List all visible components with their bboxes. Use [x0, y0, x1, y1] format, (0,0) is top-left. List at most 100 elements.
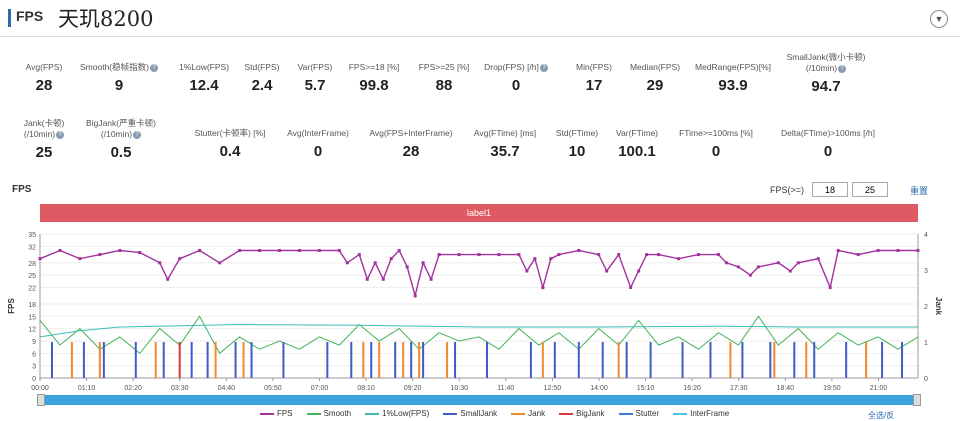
fps-point: [637, 269, 641, 273]
legend-item[interactable]: Smooth: [306, 409, 351, 418]
legend-item[interactable]: Stutter: [618, 409, 659, 418]
legend-swatch: [306, 412, 321, 415]
fps-point: [457, 253, 461, 257]
y2-tick-label: 1: [924, 340, 928, 347]
time-range-scrollbar[interactable]: [37, 394, 921, 406]
series-smooth: [39, 315, 919, 355]
metric-value: 93.9: [718, 77, 748, 94]
select-all-link[interactable]: 全选/反: [868, 411, 895, 420]
scroll-handle-right[interactable]: [913, 394, 921, 406]
chart-legend: FPS Smooth 1%Low(FPS) SmallJank Jank BigJank S…: [260, 409, 743, 418]
metric-label: Smooth(稳帧指数)?: [59, 62, 179, 73]
legend-label: InterFrame: [690, 409, 730, 418]
metric-label: 1%Low(FPS): [178, 62, 230, 72]
chart-title: FPS: [12, 184, 32, 195]
y-tick-label: 18: [28, 302, 36, 309]
metric-value: 0: [711, 143, 721, 160]
y-tick-label: 0: [32, 376, 36, 383]
metric-label: Var(FTime): [615, 128, 659, 138]
fps-point: [317, 248, 321, 252]
fps-point: [617, 253, 621, 257]
fps-point: [357, 253, 361, 257]
metric-value: 28: [402, 143, 420, 160]
scroll-handle-left[interactable]: [37, 394, 45, 406]
fps-point: [597, 253, 601, 257]
metric-value: 0: [823, 143, 833, 160]
fps-point: [413, 294, 417, 298]
legend-swatch: [618, 412, 633, 415]
fps-filter-low-input[interactable]: [812, 182, 848, 197]
y-axis-title: FPS: [7, 298, 16, 314]
metric-value: 100.1: [618, 143, 656, 160]
fps-point: [238, 248, 242, 252]
metric-item: Avg(FPS+InterFrame) 28: [351, 128, 471, 160]
fps-point: [916, 248, 920, 252]
label-band[interactable]: label1: [40, 204, 918, 222]
fps-point: [856, 253, 860, 257]
metric-label: Delta(FTime)>100ms [/h]: [781, 128, 875, 138]
x-tick-label: 16:20: [683, 385, 701, 392]
metric-item: Std(FPS) 2.4: [202, 62, 322, 94]
x-tick-label: 00:00: [31, 385, 49, 392]
legend-item[interactable]: SmallJank: [443, 409, 497, 418]
fps-point: [98, 253, 102, 257]
legend-item[interactable]: 1%Low(FPS): [365, 409, 429, 418]
help-icon[interactable]: ?: [838, 64, 847, 73]
metric-label: BigJank(严重卡顿): [86, 118, 156, 128]
metric-value: 0.5: [110, 144, 132, 161]
fps-point: [178, 257, 182, 261]
y-tick-label: 6: [32, 351, 36, 358]
metric-value: 5.7: [304, 77, 326, 94]
fps-point: [677, 257, 681, 261]
help-icon[interactable]: ?: [149, 63, 158, 72]
legend-swatch: [673, 412, 688, 415]
metric-label-unit: (/10min)?: [766, 63, 886, 74]
fps-point: [896, 248, 900, 252]
metric-label: Avg(InterFrame): [287, 128, 349, 138]
metric-value: 28: [35, 77, 53, 94]
y-tick-label: 32: [28, 244, 36, 251]
fps-filter-reset-link[interactable]: 重置: [910, 186, 929, 196]
metric-label: Var(FPS): [297, 62, 333, 72]
x-tick-label: 19:50: [823, 385, 841, 392]
collapse-chevron-icon[interactable]: ▼: [930, 10, 948, 28]
y2-tick-label: 4: [924, 232, 928, 239]
metric-value: 12.4: [189, 77, 219, 94]
y2-tick-label: 3: [924, 268, 928, 275]
fps-point: [373, 261, 377, 265]
metric-label: Avg(FPS+InterFrame): [369, 128, 453, 138]
fps-point: [796, 261, 800, 265]
fps-point: [756, 265, 760, 269]
legend-item[interactable]: FPS: [260, 409, 293, 418]
x-tick-label: 04:40: [218, 385, 236, 392]
fps-point: [525, 269, 529, 273]
fps-point: [365, 277, 369, 281]
help-icon[interactable]: ?: [539, 63, 548, 72]
help-icon[interactable]: ?: [56, 130, 65, 139]
legend-item[interactable]: BigJank: [559, 409, 605, 418]
metric-label: Stutter(卡顿率) [%]: [194, 128, 266, 138]
fps-point: [724, 261, 728, 265]
fps-point: [629, 285, 633, 289]
metric-label-unit: (/10min)?: [0, 129, 104, 140]
fps-filter-high-input[interactable]: [852, 182, 888, 197]
y-tick-label: 15: [28, 314, 36, 321]
legend-item[interactable]: InterFrame: [673, 409, 729, 418]
metric-label: Avg(FPS): [25, 62, 63, 72]
legend-item[interactable]: Jank: [511, 409, 545, 418]
metric-item: Smooth(稳帧指数)? 9: [59, 62, 179, 94]
x-tick-label: 09:20: [404, 385, 422, 392]
metric-item: Stutter(卡顿率) [%] 0.4: [170, 128, 290, 160]
fps-point: [138, 251, 142, 255]
metric-value: 25: [35, 144, 53, 161]
fps-point: [277, 248, 281, 252]
metric-item: BigJank(严重卡顿) (/10min)? 0.5: [61, 118, 181, 161]
series-fps: [39, 249, 918, 299]
legend-swatch: [559, 412, 574, 415]
x-tick-label: 15:10: [637, 385, 655, 392]
help-icon[interactable]: ?: [133, 130, 142, 139]
fps-point: [218, 261, 222, 265]
metric-item: 1%Low(FPS) 12.4: [144, 62, 264, 94]
fps-point: [405, 265, 409, 269]
